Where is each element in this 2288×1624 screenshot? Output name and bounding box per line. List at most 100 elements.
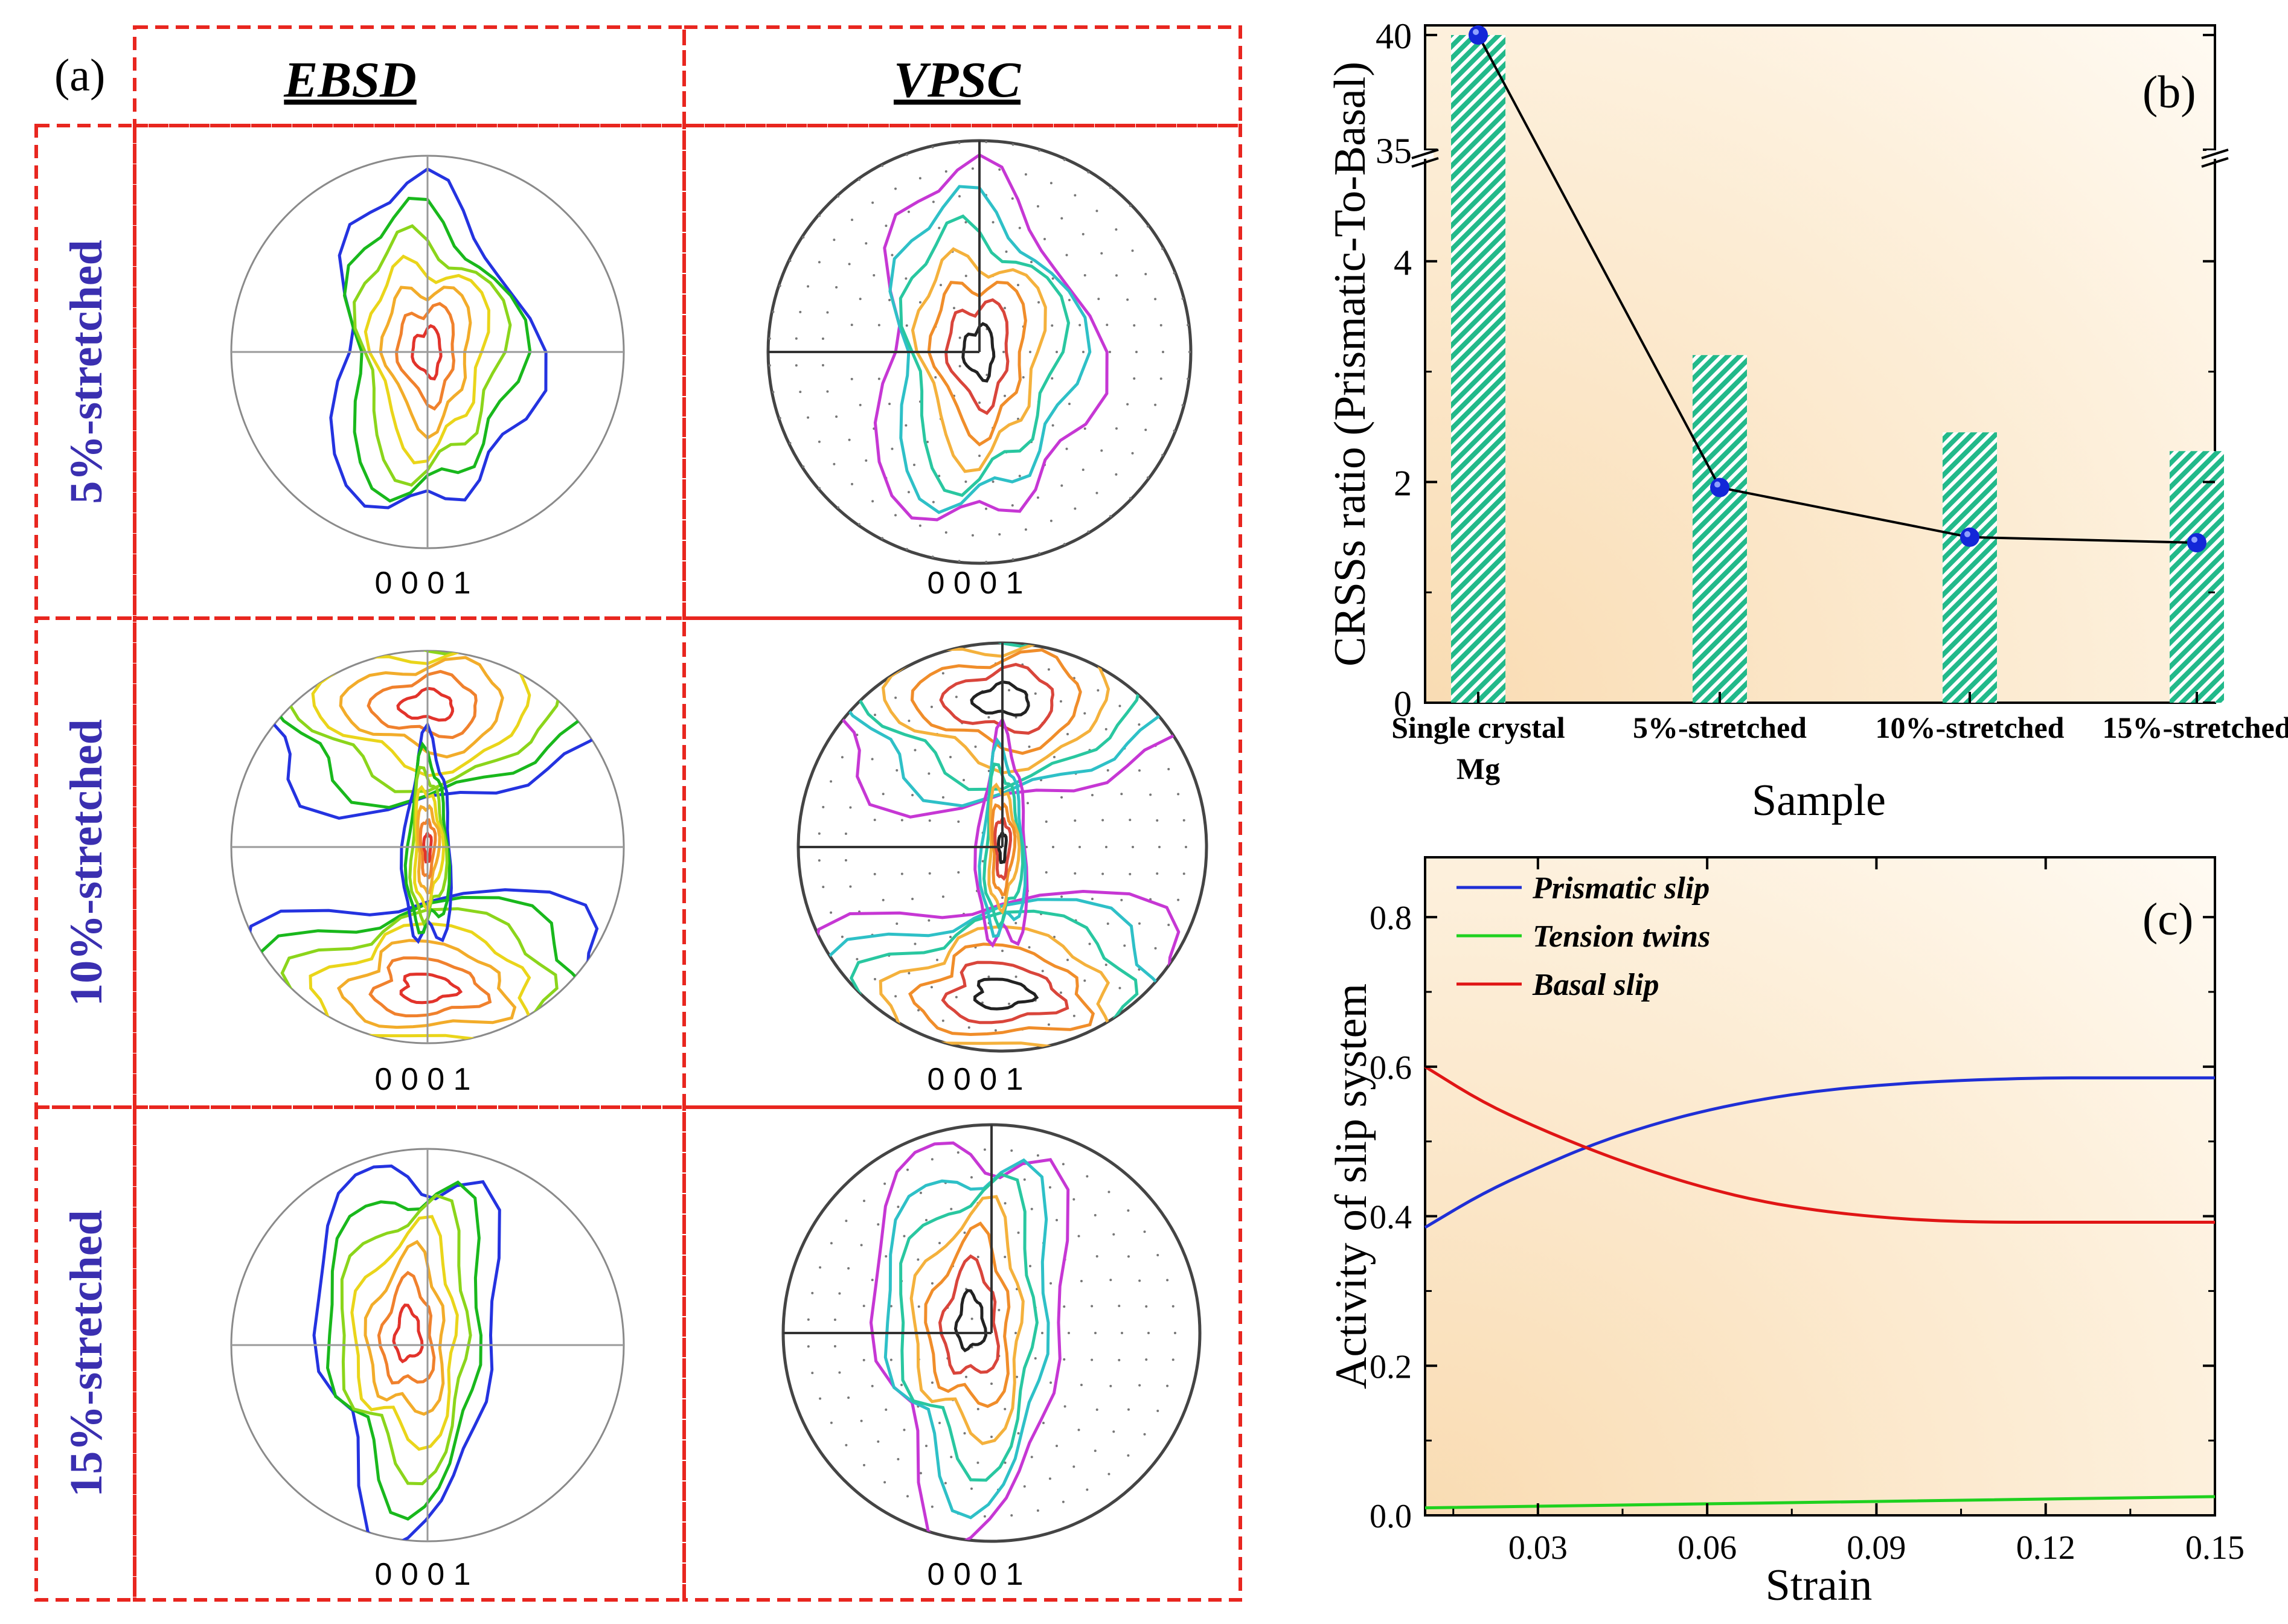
pole-figure-vpsc-5-grid-dot bbox=[1002, 351, 1005, 353]
pole-figure-vpsc-10-grid-dot bbox=[818, 859, 821, 862]
pole-figure-vpsc-5-grid-dot bbox=[1004, 307, 1006, 310]
pole-figure-vpsc-10-grid-dot bbox=[1101, 819, 1104, 822]
pole-figure-vpsc-5-grid-dot bbox=[964, 221, 967, 224]
pole-figure-vpsc-5-grid-dot bbox=[848, 438, 851, 441]
pole-figure-ebsd-10-contour bbox=[311, 651, 531, 778]
pole-figure-vpsc-15-grid-dot bbox=[976, 1461, 979, 1464]
pole-figure-vpsc-15-grid-dot bbox=[862, 1358, 865, 1361]
xtick-label-c: 0.06 bbox=[1678, 1529, 1737, 1567]
panel-c-xlabel: Strain bbox=[1766, 1561, 1873, 1610]
pole-figure-vpsc-15-grid-dot bbox=[976, 1408, 979, 1411]
pole-figure-vpsc-5-grid-dot bbox=[978, 401, 981, 404]
pole-figure-vpsc-5-grid-dot bbox=[772, 310, 775, 313]
pole-figure-vpsc-5-grid-dot bbox=[918, 177, 921, 180]
pole-figure-vpsc-10-grid-dot bbox=[981, 860, 984, 863]
pole-figure-vpsc-15-grid-dot bbox=[906, 1495, 909, 1498]
pole-figure-vpsc-15-grid-dot bbox=[917, 1305, 920, 1308]
pole-figure-vpsc-15-grid-dot bbox=[1156, 1253, 1159, 1256]
pole-figure-ebsd-10 bbox=[230, 650, 625, 1044]
pole-figure-vpsc-5-grid-dot bbox=[1065, 254, 1068, 257]
pole-figure-vpsc-10-contour bbox=[939, 663, 1055, 735]
pole-figure-vpsc-10-grid-dot bbox=[1123, 944, 1126, 947]
pole-figure-vpsc-10-grid-dot bbox=[1167, 924, 1170, 927]
pole-figure-ebsd-15-contour bbox=[312, 1164, 501, 1541]
pole-figure-vpsc-10-grid-dot bbox=[1156, 872, 1159, 875]
bar-1 bbox=[1693, 355, 1747, 703]
pole-figure-vpsc-15-grid-dot bbox=[897, 1205, 900, 1208]
pole-figure-vpsc-5-grid-dot bbox=[1115, 274, 1118, 277]
pole-figure-vpsc-10-grid-dot bbox=[1014, 922, 1017, 925]
pole-figure-vpsc-5-grid-dot bbox=[1154, 298, 1157, 301]
pole-figure-vpsc-15-grid-dot bbox=[1127, 1209, 1130, 1212]
pole-figure-vpsc-10-grid-dot bbox=[1104, 727, 1107, 730]
pole-figure-vpsc-5-grid-dot bbox=[894, 514, 897, 517]
pole-figure-vpsc-15-grid-dot bbox=[1143, 1433, 1146, 1436]
pole-figure-ebsd-10-contour bbox=[396, 686, 455, 722]
pole-figure-vpsc-15-grid-dot bbox=[889, 1358, 892, 1361]
pole-figure-vpsc-10-grid-dot bbox=[941, 796, 944, 799]
panel-c: 0.0 0.2 0.4 0.6 0.8 0.03 0.06 0.09 0.12 0.15 Pris… bbox=[1327, 856, 2245, 1610]
pole-figure-vpsc-5-grid-dot bbox=[851, 482, 854, 485]
pole-figure-ebsd-10-contour bbox=[399, 973, 463, 1005]
pole-figure-vpsc-5-grid-dot bbox=[1100, 252, 1103, 255]
pole-label-r1-vpsc: 0 0 0 1 bbox=[927, 566, 1023, 601]
pole-figure-vpsc-15-grid-dot bbox=[1048, 1477, 1051, 1480]
pole-figure-vpsc-5-grid-dot bbox=[818, 487, 821, 490]
pole-figure-vpsc-5-grid-dot bbox=[964, 480, 967, 483]
panel-b-xlabel: Sample bbox=[1752, 776, 1886, 825]
pole-figure-vpsc-15 bbox=[781, 1123, 1202, 1543]
pole-figure-vpsc-10-grid-dot bbox=[928, 919, 931, 922]
col-header-vpsc: VPSC bbox=[894, 52, 1021, 108]
pole-figure-vpsc-15-grid-dot bbox=[1112, 1233, 1115, 1236]
pole-figure-ebsd-10-contour bbox=[336, 939, 517, 1029]
pole-figure-vpsc-15-grid-dot bbox=[1023, 1178, 1026, 1181]
pole-figure-vpsc-5-grid-dot bbox=[1060, 217, 1063, 220]
pole-figure-vpsc-15-grid-dot bbox=[889, 1305, 892, 1308]
pole-figure-vpsc-15-grid-dot bbox=[1049, 1381, 1053, 1384]
pole-figure-vpsc-10-grid-dot bbox=[894, 995, 897, 998]
row-label-15: 15%-stretched bbox=[61, 1210, 112, 1497]
pole-figure-vpsc-10-grid-dot bbox=[1138, 723, 1141, 726]
pole-figure-vpsc-10-grid-dot bbox=[987, 975, 990, 978]
pole-figure-vpsc-15-grid-dot bbox=[1127, 1408, 1130, 1411]
pole-figure-vpsc-5-grid-dot bbox=[905, 153, 908, 156]
pole-figure-vpsc-10-grid-dot bbox=[874, 714, 877, 717]
pole-figure-vpsc-15-contour bbox=[899, 1172, 1039, 1482]
pole-figure-vpsc-15-grid-dot bbox=[845, 1443, 848, 1447]
pole-figure-vpsc-10-grid-dot bbox=[1060, 895, 1063, 898]
pole-figure-vpsc-15-grid-dot bbox=[871, 1279, 874, 1282]
pole-figure-vpsc-15-grid-dot bbox=[1171, 1358, 1174, 1361]
pole-figure-vpsc-5-grid-dot bbox=[905, 324, 908, 327]
pole-figure-vpsc-15-grid-dot bbox=[1127, 1454, 1130, 1457]
pole-figure-vpsc-10-grid-dot bbox=[1106, 769, 1109, 772]
pole-figure-vpsc-5-grid-dot bbox=[913, 464, 915, 467]
pole-figure-vpsc-15-grid-dot bbox=[925, 1445, 928, 1448]
pole-figure-vpsc-10-grid-dot bbox=[1088, 942, 1091, 945]
pole-figure-vpsc-10-grid-dot bbox=[1053, 756, 1056, 759]
pole-figure-vpsc-5-grid-dot bbox=[1029, 351, 1031, 353]
legend-label-0: Prismatic slip bbox=[1532, 871, 1710, 906]
panel-c-legend: Prismatic slip Tension twins Basal slip bbox=[1456, 871, 1710, 1002]
pole-figure-vpsc-10-grid-dot bbox=[1120, 898, 1123, 901]
pole-figure-vpsc-15-grid-dot bbox=[983, 1148, 986, 1151]
pole-figure-vpsc-15-grid-dot bbox=[1091, 1358, 1094, 1361]
pole-figure-vpsc-15-contour bbox=[909, 1195, 1025, 1445]
pole-figure-vpsc-5-grid-dot bbox=[1074, 507, 1077, 510]
pole-figure-vpsc-15-grid-dot bbox=[1094, 1332, 1097, 1334]
pole-figure-vpsc-5-grid-dot bbox=[1068, 299, 1071, 301]
pole-figure-ebsd-10-contour bbox=[367, 670, 478, 740]
pole-figure-vpsc-5-grid-dot bbox=[1082, 351, 1085, 353]
pole-figure-vpsc-5-grid-dot bbox=[985, 560, 988, 563]
panel-c-ylabel: Activity of slip system bbox=[1327, 983, 1376, 1389]
pole-figure-vpsc-10-grid-dot bbox=[1060, 796, 1063, 799]
pole-figure-vpsc-15-grid-dot bbox=[845, 1220, 848, 1223]
pole-figure-vpsc-15-grid-dot bbox=[811, 1372, 814, 1375]
pole-figure-vpsc-5-grid-dot bbox=[1017, 284, 1019, 287]
pole-figure-vpsc-5-grid-dot bbox=[837, 506, 840, 509]
pole-figure-vpsc-15-grid-dot bbox=[1143, 1230, 1146, 1233]
pole-figure-vpsc-15-grid-dot bbox=[931, 1505, 934, 1508]
pole-figure-vpsc-15-grid-dot bbox=[944, 1482, 947, 1485]
pole-figure-vpsc-5-grid-dot bbox=[905, 424, 908, 427]
pole-figure-vpsc-5-grid-dot bbox=[1005, 250, 1008, 253]
pole-figure-vpsc-5-grid-dot bbox=[1087, 171, 1090, 174]
